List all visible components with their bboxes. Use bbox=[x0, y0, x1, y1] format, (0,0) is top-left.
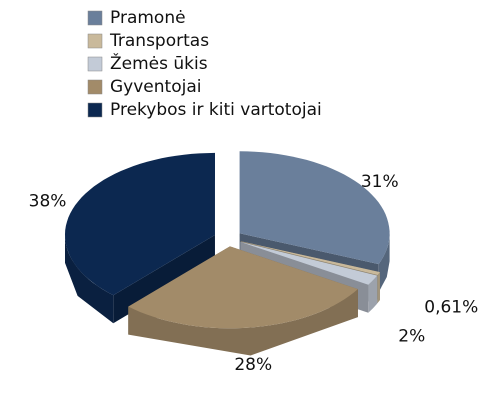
data-label: 0,61% bbox=[424, 297, 478, 317]
legend-swatch bbox=[87, 102, 103, 118]
slice bbox=[65, 152, 215, 296]
data-label: 31% bbox=[361, 172, 399, 192]
slice-side bbox=[65, 234, 114, 324]
slice bbox=[240, 241, 380, 275]
legend-label: Žemės ūkis bbox=[110, 52, 208, 74]
legend-swatch bbox=[87, 33, 103, 49]
data-label: 28% bbox=[234, 355, 272, 375]
data-label: 38% bbox=[29, 192, 67, 212]
slice-side bbox=[378, 233, 390, 293]
legend-swatch bbox=[87, 79, 103, 95]
legend-label: Pramonė bbox=[110, 8, 186, 28]
slice bbox=[239, 151, 390, 265]
slice-side bbox=[368, 275, 378, 313]
legend-label: Prekybos ir kiti vartotojai bbox=[110, 100, 322, 120]
slice bbox=[128, 246, 358, 329]
legend-swatch bbox=[87, 10, 103, 26]
legend-label: Transportas bbox=[109, 31, 209, 51]
legend-label: Gyventojai bbox=[110, 77, 201, 97]
slice bbox=[240, 241, 378, 285]
data-label: 2% bbox=[398, 327, 425, 347]
slice-side bbox=[128, 289, 358, 356]
legend-swatch bbox=[87, 56, 103, 72]
slice-side bbox=[377, 272, 380, 303]
